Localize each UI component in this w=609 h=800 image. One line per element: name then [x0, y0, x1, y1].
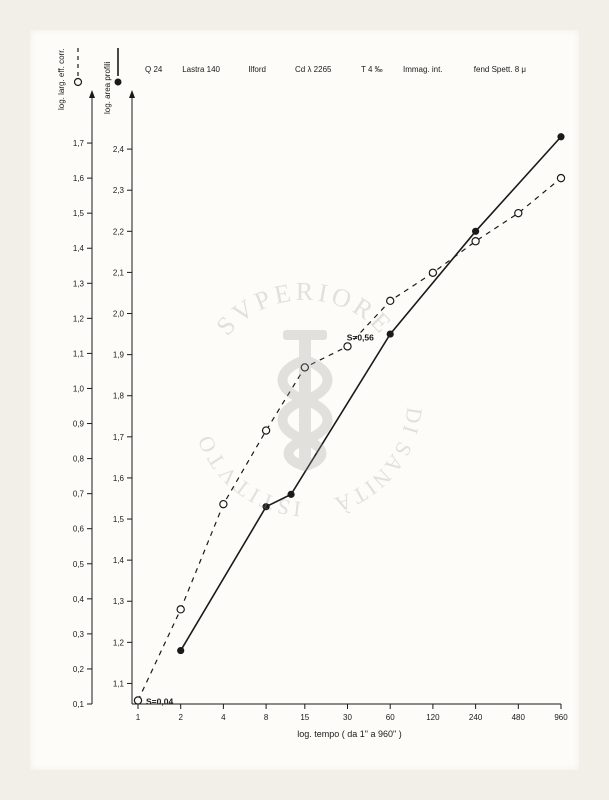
yl-tick-label: 0,6 [73, 525, 85, 534]
series-solid-marker [177, 647, 184, 654]
y-axis-inner-label: log. area profili [103, 61, 112, 114]
yl-tick-label: 1,1 [73, 349, 85, 358]
yr-tick-label: 1,2 [113, 638, 125, 647]
series-dashed-marker [387, 297, 394, 304]
series-dashed-marker [134, 697, 141, 704]
series-dashed-marker [262, 427, 269, 434]
yl-tick-label: 0,7 [73, 490, 85, 499]
yr-tick-label: 1,8 [113, 392, 125, 401]
yr-tick-label: 1,3 [113, 597, 125, 606]
series-solid-marker [472, 228, 479, 235]
series-dashed-line [138, 178, 561, 700]
y-axis-arrow [89, 90, 95, 98]
caption-part: fend Spett. 8 μ [474, 65, 527, 74]
series-dashed-marker [429, 269, 436, 276]
x-tick-label: 15 [300, 713, 309, 722]
page-root: { "caption": { "parts": ["Q 24", "Lastra… [0, 0, 609, 800]
yl-tick-label: 1,2 [73, 314, 85, 323]
yl-tick-label: 1,4 [73, 244, 85, 253]
caption-part: Ilford [248, 65, 266, 74]
yl-tick-label: 0,3 [73, 630, 85, 639]
photo-paper: Q 24 Lastra 140 Ilford Cd λ 2265 T 4 ‰ Immag.… [30, 30, 579, 770]
chart-svg: Q 24 Lastra 140 Ilford Cd λ 2265 T 4 ‰ Immag.… [30, 30, 579, 770]
series-solid-marker [287, 491, 294, 498]
caption-part: T 4 ‰ [361, 65, 383, 74]
series-dashed-marker [301, 364, 308, 371]
legend-solid-circle [115, 79, 122, 86]
yl-tick-label: 0,4 [73, 595, 85, 604]
series-dashed-marker [515, 210, 522, 217]
x-tick-label: 480 [512, 713, 526, 722]
x-tick-label: 1 [136, 713, 141, 722]
x-tick-label: 30 [343, 713, 352, 722]
series-solid-line [181, 137, 561, 651]
yl-tick-label: 0,2 [73, 665, 85, 674]
yr-tick-label: 2,0 [113, 310, 125, 319]
x-tick-label: 120 [426, 713, 440, 722]
series-dashed-marker [177, 606, 184, 613]
yl-tick-label: 1,3 [73, 279, 85, 288]
yr-tick-label: 2,2 [113, 227, 125, 236]
series-solid-marker [557, 133, 564, 140]
series-dashed-marker [557, 175, 564, 182]
x-axis-label: log. tempo ( da 1" a 960" ) [297, 729, 401, 739]
yr-tick-label: 1,5 [113, 515, 125, 524]
x-tick-label: 4 [221, 713, 226, 722]
yl-tick-label: 0,8 [73, 455, 85, 464]
yl-tick-label: 1,5 [73, 209, 85, 218]
series-dashed-marker [472, 238, 479, 245]
series-dashed-marker [220, 501, 227, 508]
y-axis-arrow [129, 90, 135, 98]
yr-tick-label: 2,1 [113, 268, 125, 277]
yr-tick-label: 2,3 [113, 186, 125, 195]
caption-part: Lastra 140 [182, 65, 220, 74]
yr-tick-label: 1,4 [113, 556, 125, 565]
y-axis-left-label: log. larg. eff. corr. [57, 48, 66, 110]
series-dashed-marker [344, 343, 351, 350]
yr-tick-label: 1,6 [113, 474, 125, 483]
caption-part: Cd λ 2265 [295, 65, 332, 74]
caption-part: Immag. int. [403, 65, 443, 74]
series-annotation: S=0,56 [347, 332, 374, 342]
legend-open-circle [75, 79, 82, 86]
yr-tick-label: 2,4 [113, 145, 125, 154]
x-tick-label: 240 [469, 713, 483, 722]
yl-tick-label: 1,6 [73, 174, 85, 183]
x-tick-label: 8 [264, 713, 269, 722]
series-annotation: S=0,04 [146, 696, 173, 706]
x-tick-label: 2 [178, 713, 183, 722]
yl-tick-label: 0,1 [73, 700, 85, 709]
yl-tick-label: 0,9 [73, 420, 85, 429]
caption-part: Q 24 [145, 65, 163, 74]
x-tick-label: 960 [554, 713, 568, 722]
yr-tick-label: 1,9 [113, 351, 125, 360]
x-tick-label: 60 [386, 713, 395, 722]
yl-tick-label: 0,5 [73, 560, 85, 569]
yl-tick-label: 1,7 [73, 139, 85, 148]
series-solid-marker [387, 330, 394, 337]
yr-tick-label: 1,1 [113, 679, 125, 688]
series-solid-marker [262, 503, 269, 510]
yl-tick-label: 1,0 [73, 384, 85, 393]
yr-tick-label: 1,7 [113, 433, 125, 442]
